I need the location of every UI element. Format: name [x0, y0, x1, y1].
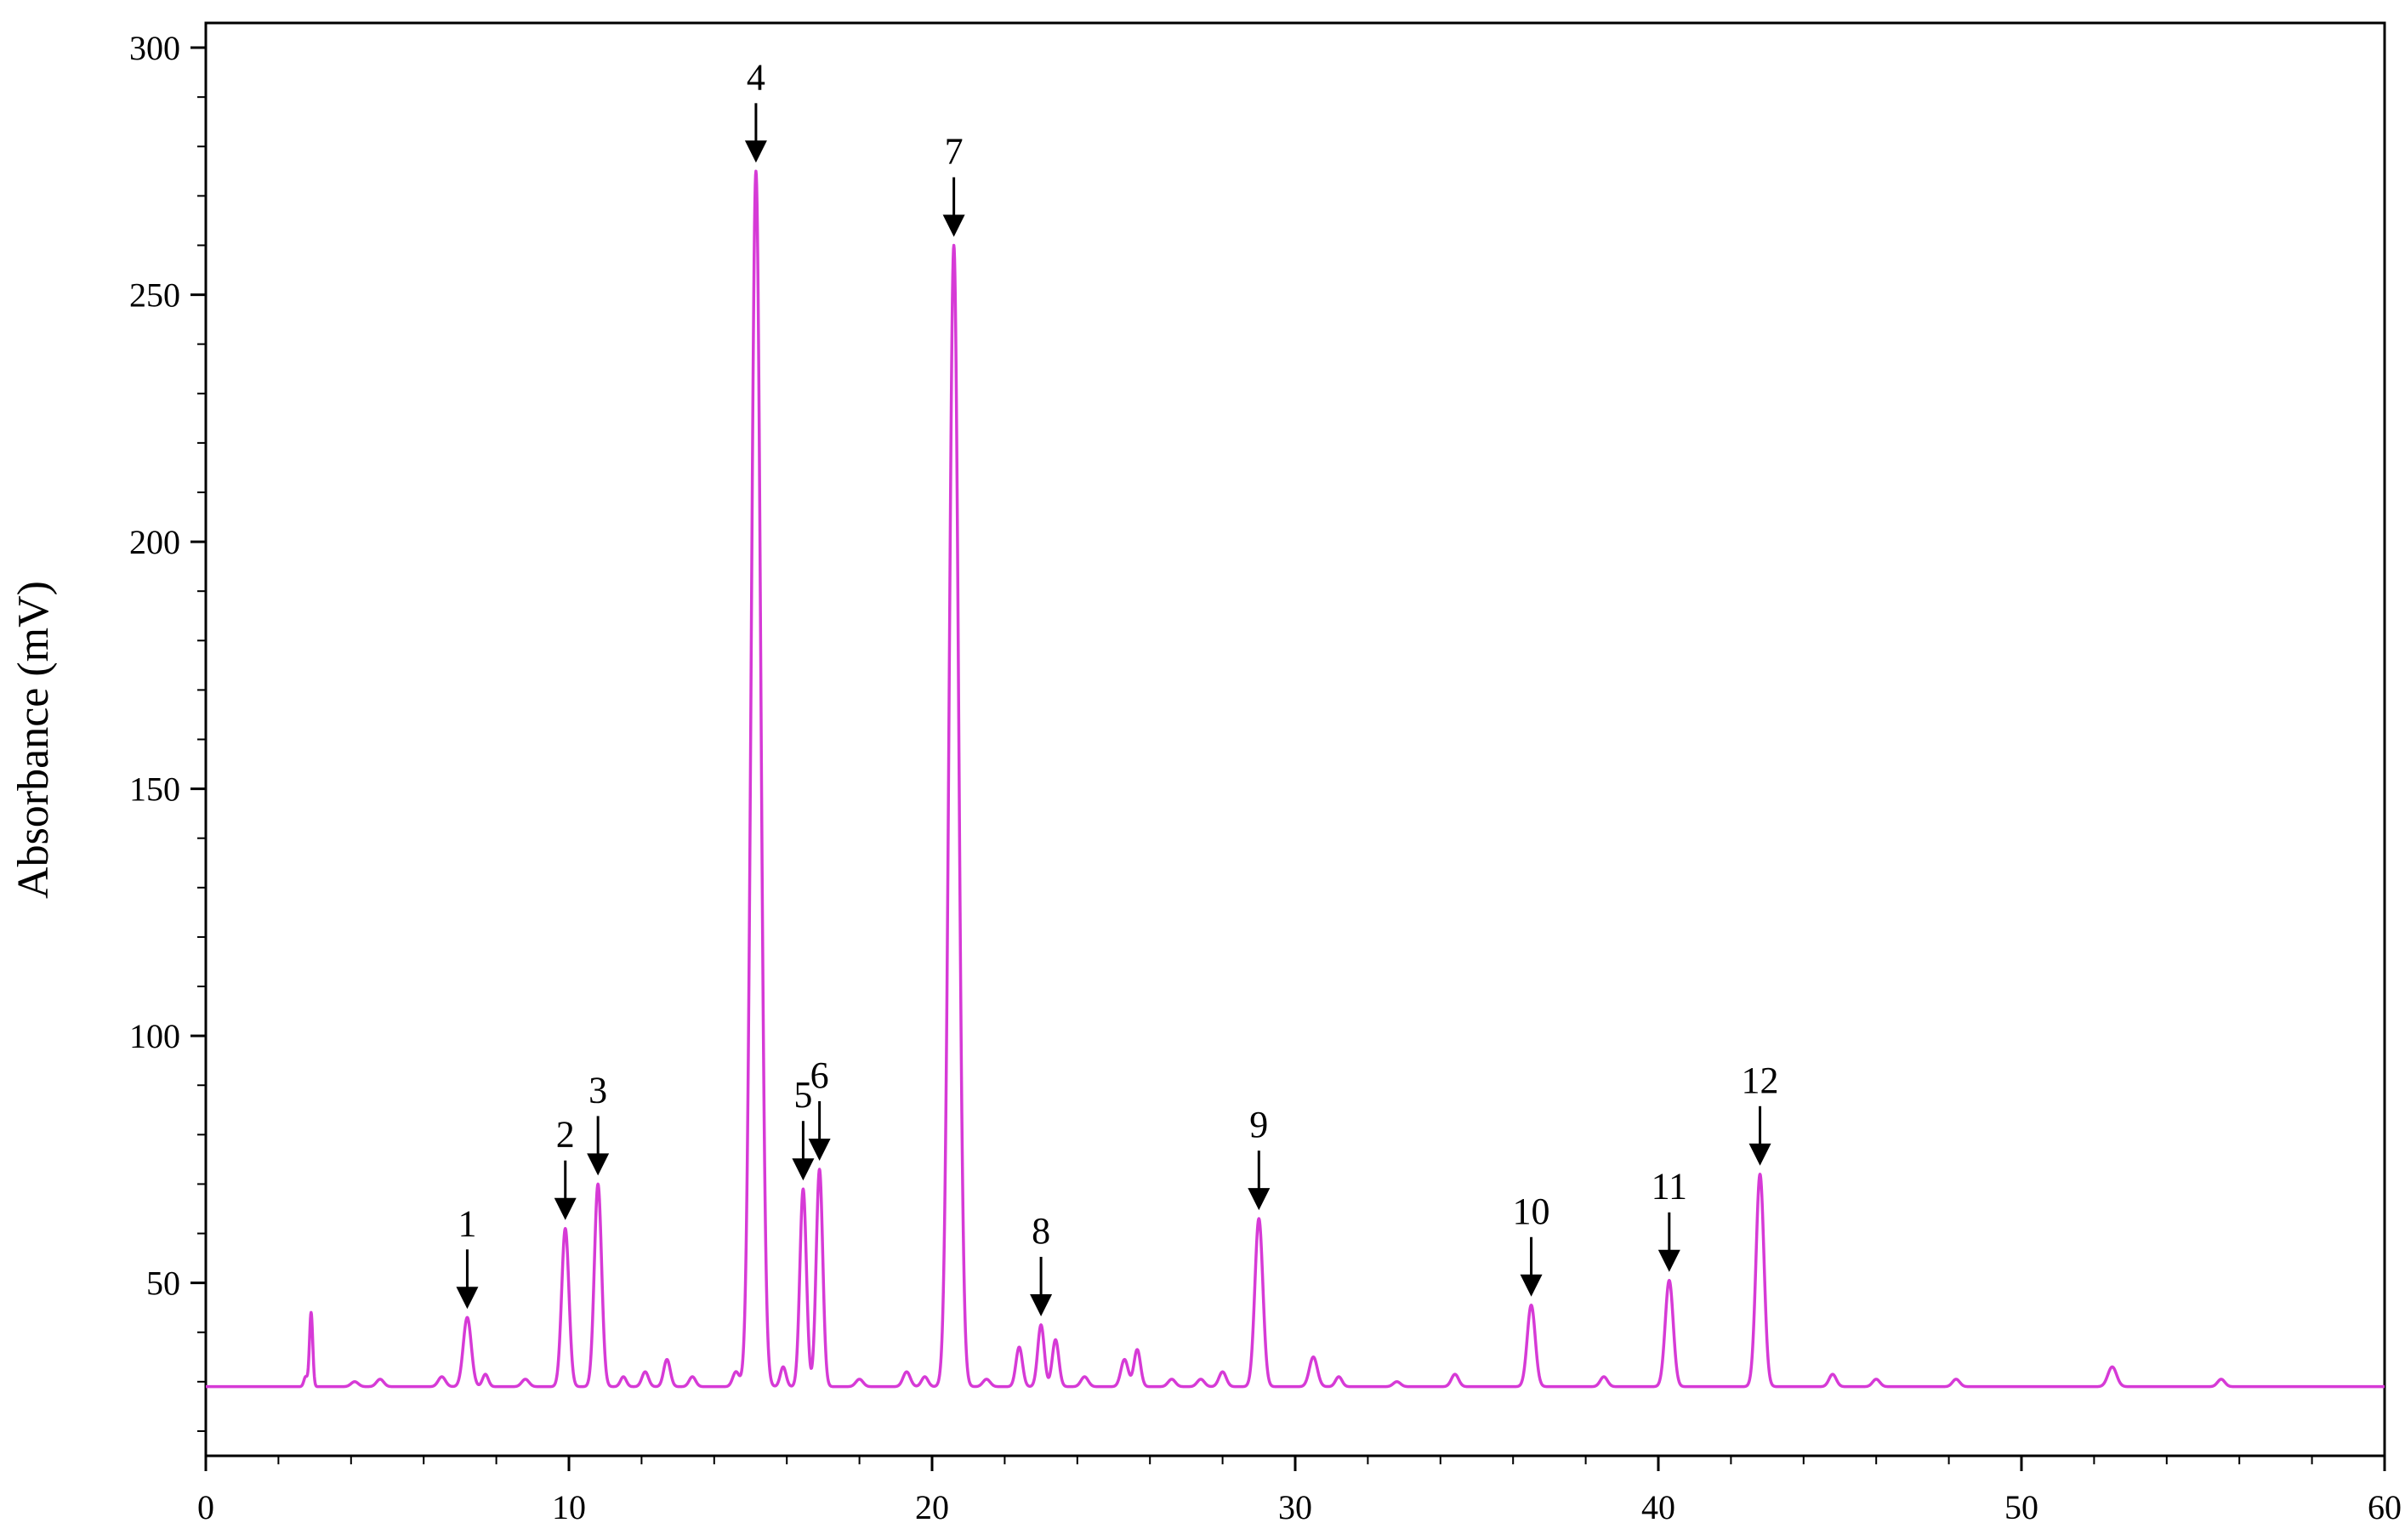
y-axis-label: Absorbance (mV) [9, 581, 58, 899]
x-tick-label: 40 [1641, 1488, 1675, 1526]
x-axis: 0 10 20 30 40 50 60 [197, 1456, 2402, 1526]
peak-label: 7 [945, 130, 964, 172]
peak-label: 8 [1032, 1210, 1050, 1252]
y-tick-label: 250 [129, 276, 180, 315]
peak-label: 9 [1249, 1104, 1268, 1145]
peak-label: 10 [1513, 1191, 1550, 1232]
peak-label: 6 [810, 1054, 829, 1096]
peak-arrow-head [942, 214, 965, 237]
y-tick-label: 200 [129, 523, 180, 561]
plot-frame [204, 21, 2386, 1458]
x-tick-label: 10 [552, 1488, 586, 1526]
peak-arrow-head [1748, 1143, 1771, 1166]
y-axis: 50 100 150 200 250 300 [129, 29, 206, 1432]
x-tick-label: 50 [2004, 1488, 2038, 1526]
chromatogram-trace [204, 169, 2386, 1389]
y-tick-label: 150 [129, 770, 180, 809]
peak-label: 3 [588, 1069, 607, 1111]
peak-label: 1 [458, 1202, 476, 1244]
x-tick-label: 60 [2368, 1488, 2402, 1526]
x-tick-label: 30 [1278, 1488, 1312, 1526]
peak-label: 12 [1742, 1060, 1779, 1101]
peak-label: 2 [556, 1114, 575, 1156]
x-tick-label: 0 [197, 1488, 214, 1526]
peak-arrow-head [554, 1197, 577, 1220]
y-tick-label: 50 [146, 1264, 180, 1303]
y-tick-label: 100 [129, 1017, 180, 1055]
peak-arrow-head [808, 1139, 831, 1161]
x-tick-label: 20 [915, 1488, 949, 1526]
peak-arrow-head [1657, 1249, 1680, 1272]
peak-label: 5 [793, 1074, 812, 1116]
peak-arrow-head [1520, 1274, 1543, 1297]
peak-arrow-head [1248, 1188, 1271, 1211]
peak-label: 4 [747, 56, 765, 98]
peak-arrow-head [792, 1158, 815, 1181]
y-tick-label: 300 [129, 29, 180, 67]
peak-arrow-head [744, 140, 767, 163]
peak-label: 11 [1652, 1166, 1687, 1208]
peak-arrow-head [1030, 1294, 1053, 1317]
plot-area-border [204, 21, 2386, 1458]
peak-arrow-head [587, 1153, 610, 1176]
peak-arrow-head [456, 1287, 479, 1310]
